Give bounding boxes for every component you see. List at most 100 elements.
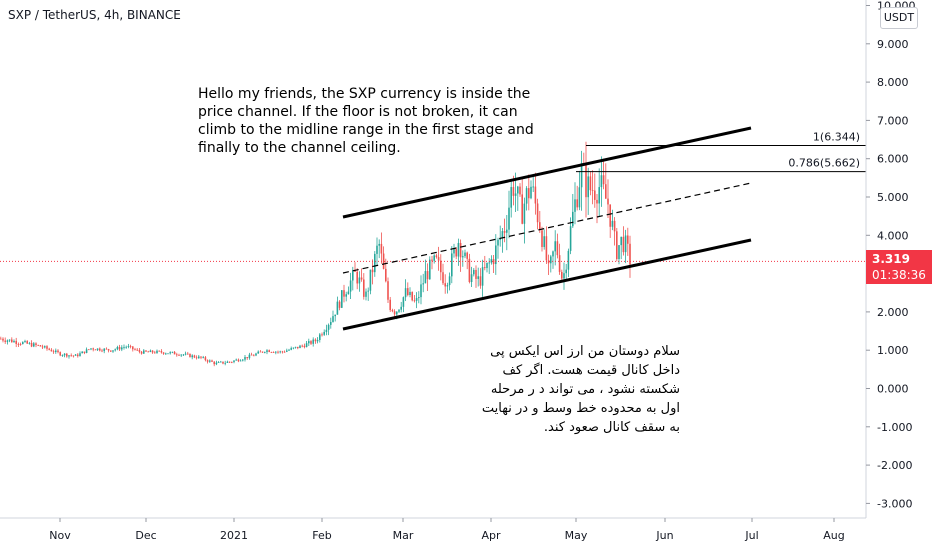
candle-body: [523, 203, 526, 224]
candle-body: [198, 356, 200, 359]
candle-body: [437, 257, 440, 261]
candle-body: [171, 351, 174, 353]
candle-body: [424, 271, 427, 284]
candle-body: [385, 268, 387, 282]
candle-body: [70, 355, 72, 357]
candle-body: [444, 283, 446, 287]
candle-body: [418, 297, 420, 299]
price-tick-label: 0.000: [877, 383, 909, 396]
candle-body: [308, 341, 310, 344]
candle-body: [426, 271, 429, 280]
candle-body: [253, 355, 255, 357]
time-tick-label: Dec: [135, 529, 156, 542]
candle-body: [594, 190, 596, 200]
candle-body: [231, 361, 233, 363]
candle-body: [532, 186, 534, 188]
candle-body: [561, 271, 563, 279]
candle-body: [165, 353, 167, 355]
candle-body: [11, 339, 13, 343]
candle-body: [358, 277, 361, 284]
candle-body: [319, 334, 321, 340]
time-tick-label: Nov: [49, 529, 71, 542]
candle-body: [39, 345, 42, 347]
candle-body: [624, 235, 627, 253]
candle-body: [407, 288, 409, 296]
candle-body: [380, 243, 383, 254]
candle-body: [288, 349, 290, 351]
candle-body: [57, 350, 59, 353]
candle-body: [525, 188, 528, 204]
last-price-value: 3.319: [872, 252, 910, 266]
candle-body: [422, 283, 424, 285]
candle-body: [268, 350, 270, 353]
candle-body: [629, 243, 631, 265]
candle-body: [580, 162, 583, 188]
time-tick-label: May: [565, 529, 588, 542]
candle-body: [627, 235, 629, 244]
candle-body: [398, 309, 400, 312]
currency-button[interactable]: USDT: [880, 7, 918, 29]
candle-body: [55, 350, 57, 353]
candle-body: [22, 342, 24, 345]
candle-body: [237, 359, 240, 362]
candle-body: [477, 276, 479, 279]
candle-body: [61, 355, 64, 356]
candle-body: [404, 288, 407, 298]
time-tick-label: Aug: [823, 529, 844, 542]
bar-countdown: 01:38:36: [872, 268, 926, 282]
candle-body: [187, 353, 189, 355]
candle-body: [147, 351, 149, 353]
candle-body: [488, 262, 490, 264]
candle-body: [514, 193, 517, 196]
candle-body: [497, 239, 499, 246]
candle-body: [26, 341, 28, 344]
candle-body: [105, 348, 108, 350]
candle-body: [261, 351, 264, 353]
candle-body: [66, 353, 68, 357]
candle-body: [121, 347, 123, 350]
candle-body: [402, 297, 405, 307]
candle-body: [409, 291, 411, 296]
candle-body: [393, 311, 396, 315]
price-tick-label: 8.000: [877, 76, 909, 89]
time-tick-label: Apr: [481, 529, 501, 542]
candle-body: [107, 349, 110, 351]
candle-body: [321, 334, 323, 336]
candle-body: [257, 351, 259, 354]
candle-body: [235, 359, 237, 361]
candle-body: [420, 284, 422, 298]
candle-body: [96, 348, 99, 351]
candle-body: [475, 269, 477, 279]
candle-body: [224, 362, 226, 364]
candle-body: [620, 236, 622, 246]
candle-body: [63, 353, 66, 356]
candle-body: [255, 353, 257, 356]
candle-body: [558, 255, 561, 272]
candle-body: [605, 184, 607, 199]
candle-body: [327, 324, 330, 330]
candle-body: [132, 346, 134, 350]
candle-body: [213, 361, 215, 365]
candle-body: [545, 236, 548, 261]
candle-body: [440, 260, 442, 273]
candle-body: [347, 291, 350, 295]
candle-body: [338, 301, 341, 308]
candle-body: [160, 351, 163, 353]
candle-body: [517, 186, 519, 194]
candle-body: [352, 270, 354, 281]
time-tick-label: Jun: [655, 529, 673, 542]
candle-body: [435, 255, 438, 258]
candle-body: [299, 345, 301, 349]
candle-body: [534, 186, 537, 204]
candle-body: [616, 231, 618, 260]
candle-body: [336, 301, 339, 315]
candle-body: [371, 269, 374, 273]
candle-body: [44, 346, 46, 348]
candle-body: [272, 352, 275, 353]
candle-body: [4, 340, 6, 342]
candle-body: [345, 294, 347, 297]
candle-body: [330, 322, 332, 325]
candle-body: [250, 354, 253, 356]
